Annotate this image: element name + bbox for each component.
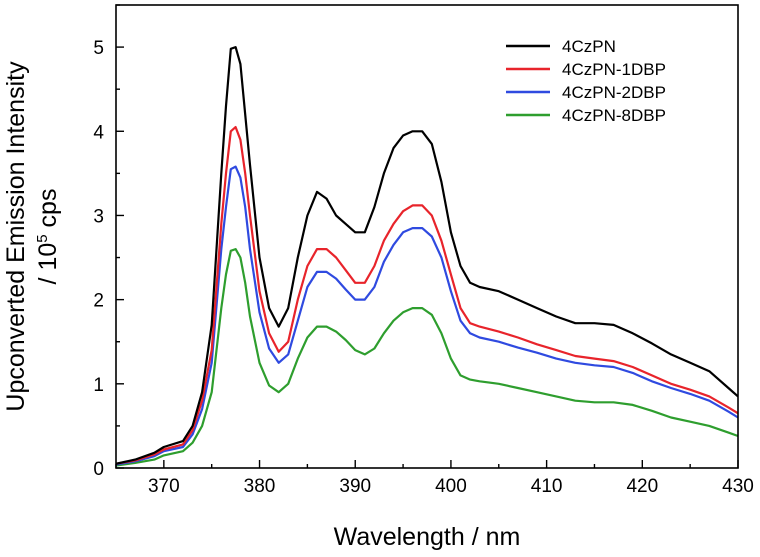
y-axis-title-suffix: cps <box>34 189 62 235</box>
legend-label: 4CzPN-2DBP <box>562 83 666 102</box>
series-line-4czpn <box>116 45 738 465</box>
x-tick-label: 370 <box>148 476 180 497</box>
legend: 4CzPN 4CzPN-1DBP 4CzPN-2DBP 4CzPN-8DBP <box>506 37 666 125</box>
x-tick-label: 430 <box>722 476 754 497</box>
x-tick-label: 410 <box>531 476 563 497</box>
legend-label: 4CzPN <box>562 37 616 56</box>
y-tick-label: 3 <box>93 206 104 227</box>
y-tick-label: 2 <box>93 291 104 312</box>
x-tick-label: 390 <box>339 476 371 497</box>
y-axis-title-exponent: 5 <box>34 234 51 242</box>
x-axis-title: Wavelength / nm <box>334 523 521 551</box>
legend-label: 4CzPN-1DBP <box>562 60 666 79</box>
y-tick-label: 1 <box>93 375 104 396</box>
x-tick-label: 400 <box>435 476 467 497</box>
y-axis-title-prefix: / 10 <box>34 243 62 285</box>
y-tick-label: 5 <box>93 38 104 59</box>
y-axis-title-line2: / 105 cps <box>34 189 62 285</box>
y-tick-label: 4 <box>93 122 104 143</box>
y-axis-title-line1: Upconverted Emission Intensity <box>2 61 30 412</box>
series-layer <box>116 45 738 467</box>
y-axis: 0 1 2 3 4 5 <box>93 4 124 480</box>
series-line-4czpn-8dbp <box>116 248 738 467</box>
plot-area-frame <box>115 4 739 469</box>
series-line-4czpn-1dbp <box>116 125 738 465</box>
legend-label: 4CzPN-8DBP <box>562 106 666 125</box>
x-tick-label: 420 <box>626 476 658 497</box>
y-tick-label: 0 <box>93 459 104 480</box>
x-axis: 370 380 390 400 410 420 430 <box>115 460 754 497</box>
x-tick-label: 380 <box>244 476 276 497</box>
series-line-4czpn-2dbp <box>116 165 738 466</box>
